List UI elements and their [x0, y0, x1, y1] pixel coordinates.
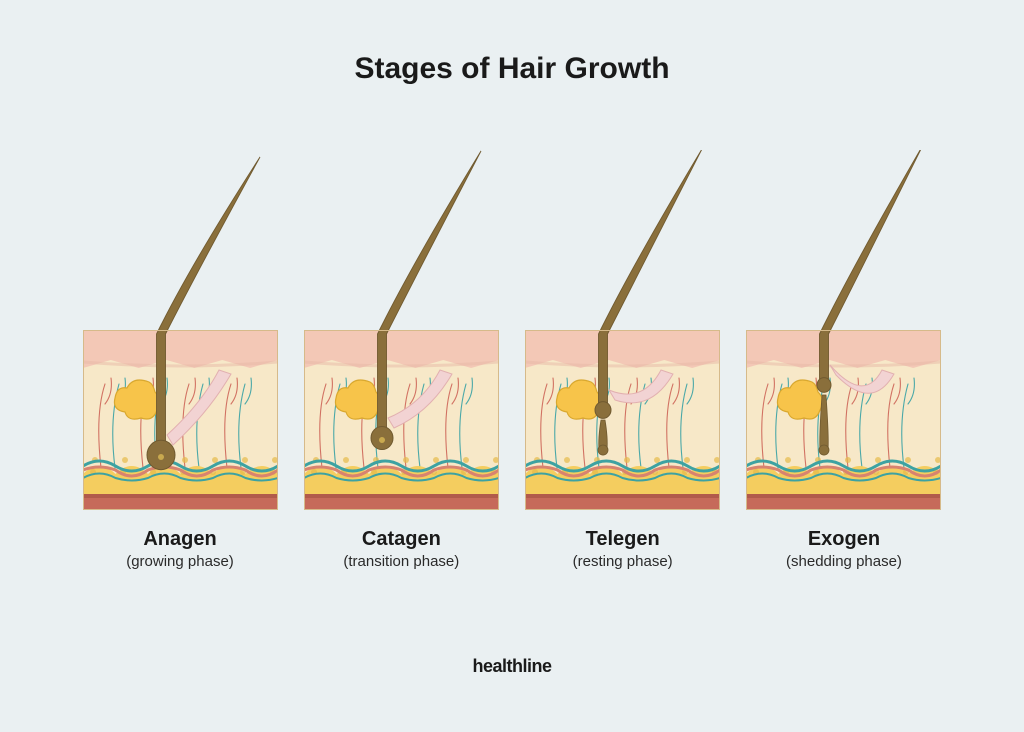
- skin-cross-section-icon: [83, 150, 278, 510]
- stage-tile: [525, 150, 720, 510]
- stage-name: Exogen: [786, 528, 902, 551]
- stages-row: Anagen (growing phase): [80, 150, 944, 580]
- stage-telegen: Telegen (resting phase): [523, 150, 723, 580]
- stage-exogen: Exogen (shedding phase): [744, 150, 944, 580]
- stage-labels: Catagen (transition phase): [343, 528, 459, 570]
- stage-name: Catagen: [343, 528, 459, 551]
- stage-name: Anagen: [126, 528, 234, 551]
- stage-name: Telegen: [573, 528, 673, 551]
- skin-cross-section-icon: [525, 150, 720, 510]
- infographic-canvas: Stages of Hair Growth: [0, 0, 1024, 732]
- stage-tile: [83, 150, 278, 510]
- stage-tile: [746, 150, 941, 510]
- brand-logo: healthline: [0, 656, 1024, 677]
- skin-cross-section-icon: [746, 150, 941, 510]
- stage-desc: (growing phase): [126, 553, 234, 570]
- stage-catagen: Catagen (transition phase): [301, 150, 501, 580]
- stage-labels: Exogen (shedding phase): [786, 528, 902, 570]
- stage-anagen: Anagen (growing phase): [80, 150, 280, 580]
- stage-desc: (transition phase): [343, 553, 459, 570]
- stage-tile: [304, 150, 499, 510]
- stage-labels: Telegen (resting phase): [573, 528, 673, 570]
- skin-cross-section-icon: [304, 150, 499, 510]
- stage-desc: (shedding phase): [786, 553, 902, 570]
- page-title: Stages of Hair Growth: [0, 52, 1024, 86]
- stage-labels: Anagen (growing phase): [126, 528, 234, 570]
- stage-desc: (resting phase): [573, 553, 673, 570]
